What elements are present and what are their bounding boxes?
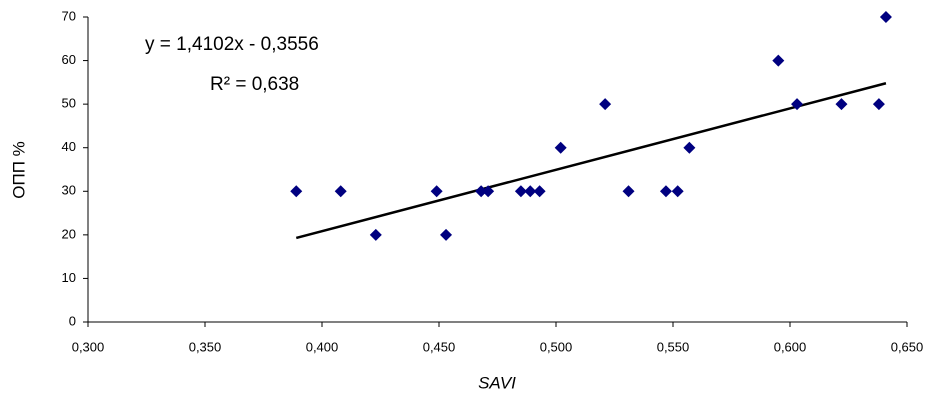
point [533,185,546,198]
x-tick-label: 0,450 [423,339,456,354]
point [791,98,804,111]
point [879,11,892,23]
x-tick-label: 0,550 [657,339,690,354]
point [835,98,848,111]
point [475,185,488,198]
y-tick-label: 0 [69,313,76,328]
x-tick-label: 0,300 [72,339,105,354]
x-tick-label: 0,350 [189,339,222,354]
point [369,228,382,241]
point [772,54,785,67]
trendline [295,82,887,240]
point [599,98,612,111]
point [430,185,443,198]
y-tick-label: 10 [62,270,76,285]
y-axis-label: ОПП % [9,141,28,199]
equation: y = 1,4102x - 0,3556 [145,34,319,55]
y-tick-label: 40 [62,139,76,154]
point [524,185,537,198]
x-tick-label: 0,600 [774,339,807,354]
r-squared: R² = 0,638 [210,74,299,95]
point [514,185,527,198]
point [440,228,453,241]
y-tick-label: 30 [62,183,76,198]
x-axis-label: SAVI [478,373,516,392]
x-tick-label: 0,650 [891,339,924,354]
x-tick-label: 0,500 [540,339,573,354]
y-tick-label: 50 [62,96,76,111]
point [622,185,635,198]
point [334,185,347,198]
point [290,185,303,198]
point [671,185,684,198]
point [659,185,672,198]
point [554,141,567,154]
y-tick-label: 70 [62,8,76,23]
y-tick-label: 20 [62,226,76,241]
point [872,98,885,111]
point [683,141,696,154]
y-tick-label: 60 [62,52,76,67]
point [482,185,495,198]
x-tick-label: 0,400 [306,339,339,354]
